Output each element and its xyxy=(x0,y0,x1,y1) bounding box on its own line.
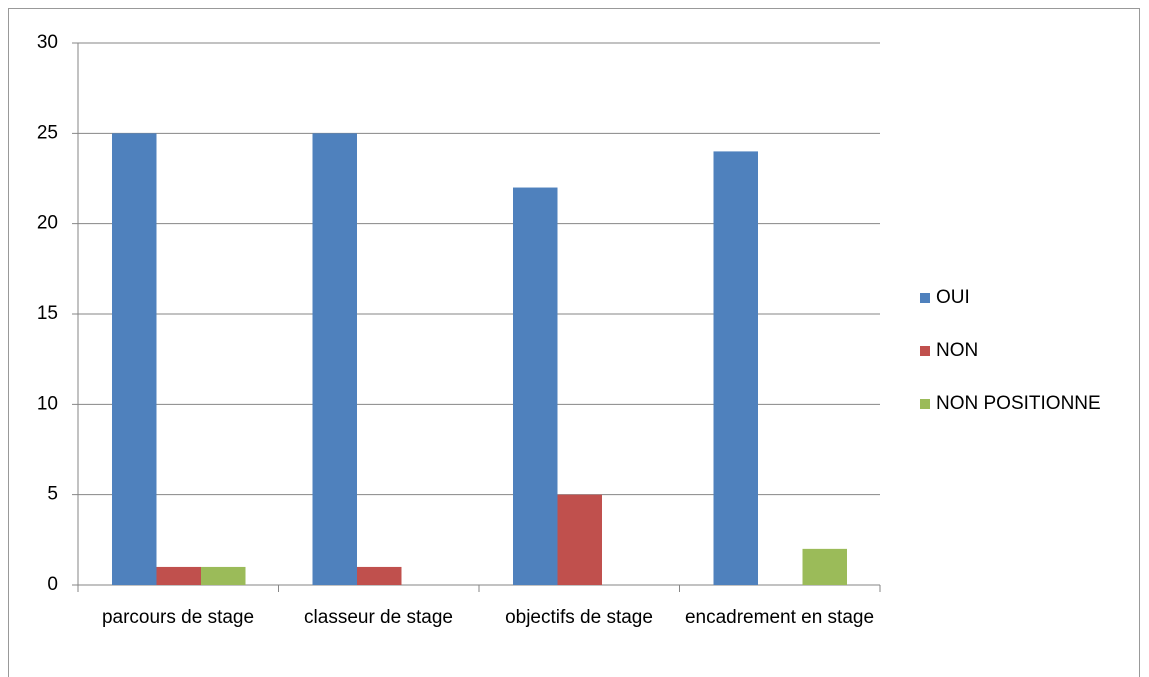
y-tick-label: 20 xyxy=(37,213,58,234)
bar xyxy=(112,133,157,586)
bar xyxy=(557,494,602,585)
bar xyxy=(201,566,246,585)
y-tick-label: 10 xyxy=(37,393,58,414)
legend-swatch xyxy=(920,399,930,409)
x-tick-label: parcours de stage xyxy=(101,607,255,628)
bar xyxy=(357,566,402,585)
chart-frame xyxy=(8,8,1140,677)
x-tick-label: objectifs de stage xyxy=(505,607,653,628)
y-tick-label: 25 xyxy=(37,122,58,143)
x-tick-label: classeur de stage xyxy=(304,607,453,628)
legend-label: OUI xyxy=(936,287,970,308)
legend-label: NON POSITIONNE xyxy=(936,393,1101,414)
bar xyxy=(156,566,201,585)
legend-swatch xyxy=(920,293,930,303)
bar xyxy=(312,133,357,586)
bar xyxy=(513,187,558,586)
x-tick-label: encadrement en stage xyxy=(684,607,875,628)
y-tick-label: 30 xyxy=(37,32,58,53)
legend-swatch xyxy=(920,346,930,356)
bar xyxy=(713,151,758,585)
y-tick-label: 5 xyxy=(47,484,58,505)
y-tick-label: 15 xyxy=(37,303,58,324)
legend-label: NON xyxy=(936,340,978,361)
y-tick-label: 0 xyxy=(47,574,58,595)
bar xyxy=(802,548,847,585)
